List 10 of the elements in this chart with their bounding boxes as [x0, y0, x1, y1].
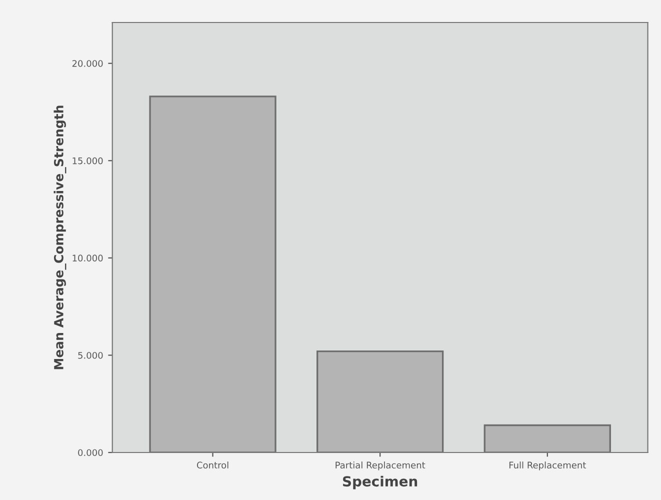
y-tick-label: 15.000 — [72, 157, 103, 164]
y-tick-label: 5.000 — [78, 352, 103, 359]
y-axis-title: Mean Average_Compressive_Strength — [54, 106, 66, 370]
y-tick-label: 0.000 — [78, 449, 103, 456]
y-tick-label: 10.000 — [72, 254, 103, 262]
x-tick-label: Control — [196, 462, 228, 469]
x-tick-label: Partial Replacement — [336, 462, 426, 470]
y-tick-label: 20.000 — [72, 60, 103, 67]
x-tick-label: Full Replacement — [509, 462, 586, 470]
x-axis-title: Specimen — [343, 476, 418, 490]
